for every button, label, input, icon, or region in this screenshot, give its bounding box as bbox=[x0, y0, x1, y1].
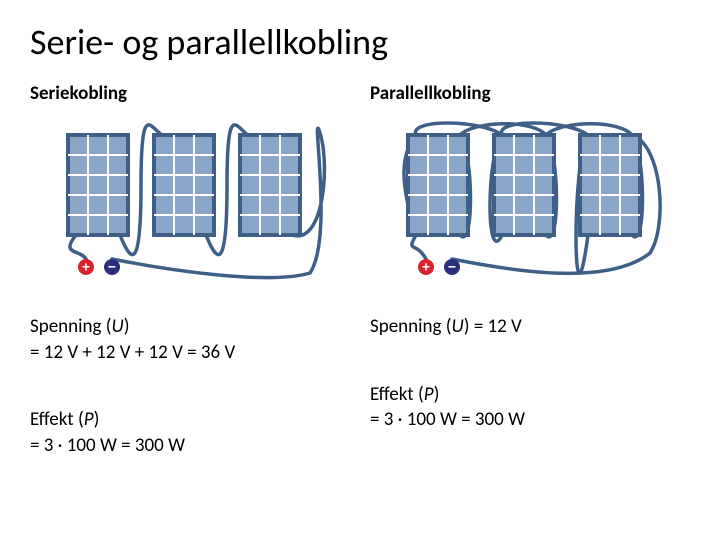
parallel-power-block: Effekt (P) = 3 · 100 W = 300 W bbox=[370, 382, 700, 433]
parallel-diagram: +− bbox=[370, 115, 700, 300]
series-voltage-label: Spenning bbox=[30, 315, 101, 338]
series-column: Seriekobling +− Spenning (U) = 12 V + 12… bbox=[30, 82, 360, 459]
svg-text:+: + bbox=[82, 259, 90, 275]
series-power-expr: = 3 · 100 W = 300 W bbox=[30, 434, 185, 457]
columns: Seriekobling +− Spenning (U) = 12 V + 12… bbox=[30, 82, 690, 459]
series-voltage-expr: = 12 V + 12 V + 12 V = 36 V bbox=[30, 341, 235, 364]
series-diagram: +− bbox=[30, 115, 360, 300]
series-voltage-symbol: U bbox=[111, 315, 123, 338]
parallel-voltage-symbol: U bbox=[451, 315, 463, 338]
svg-text:−: − bbox=[448, 259, 456, 275]
parallel-power-expr: = 3 · 100 W = 300 W bbox=[370, 408, 525, 431]
series-power-label: Effekt bbox=[30, 408, 74, 431]
page-title: Serie- og parallellkobling bbox=[30, 20, 690, 64]
parallel-voltage-expr: = 12 V bbox=[469, 315, 521, 338]
svg-text:−: − bbox=[108, 259, 116, 275]
series-power-block: Effekt (P) = 3 · 100 W = 300 W bbox=[30, 407, 360, 458]
parallel-svg: +− bbox=[370, 115, 700, 295]
series-svg: +− bbox=[30, 115, 360, 295]
parallel-column: Parallellkobling +− Spenning (U) = 12 V … bbox=[370, 82, 700, 459]
series-voltage-block: Spenning (U) = 12 V + 12 V + 12 V = 36 V bbox=[30, 314, 360, 365]
parallel-power-label: Effekt bbox=[370, 383, 414, 406]
parallel-voltage-label: Spenning bbox=[370, 315, 441, 338]
series-power-symbol: P bbox=[84, 408, 94, 431]
parallel-power-symbol: P bbox=[424, 383, 434, 406]
parallel-heading: Parallellkobling bbox=[370, 82, 700, 105]
parallel-voltage-block: Spenning (U) = 12 V bbox=[370, 314, 700, 340]
svg-text:+: + bbox=[422, 259, 430, 275]
series-heading: Seriekobling bbox=[30, 82, 360, 105]
